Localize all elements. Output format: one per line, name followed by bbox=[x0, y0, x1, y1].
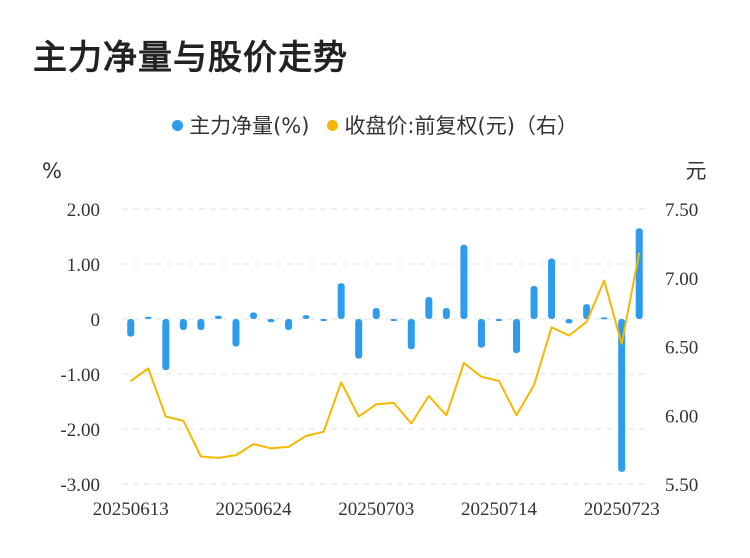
bar bbox=[442, 308, 450, 319]
price-point bbox=[340, 381, 342, 384]
bar bbox=[162, 319, 170, 371]
bar bbox=[302, 315, 310, 319]
line-series bbox=[129, 252, 641, 459]
price-point bbox=[428, 395, 430, 397]
bar bbox=[600, 317, 608, 320]
price-line bbox=[130, 252, 641, 459]
legend-item-close-price[interactable]: 收盘价:前复权(元)（右） bbox=[327, 110, 578, 140]
bar-series bbox=[127, 228, 643, 472]
price-point bbox=[620, 342, 623, 345]
bar bbox=[337, 283, 345, 319]
bar bbox=[425, 297, 433, 319]
price-point bbox=[585, 320, 588, 323]
x-tick-label: 20250624 bbox=[216, 499, 293, 520]
bar bbox=[355, 319, 363, 359]
price-point bbox=[375, 403, 378, 406]
bar bbox=[127, 319, 135, 337]
left-tick-label: 1.00 bbox=[67, 255, 100, 276]
bar bbox=[250, 312, 257, 319]
legend-dot-net-volume bbox=[172, 119, 184, 131]
legend-dot-close-price bbox=[327, 119, 339, 131]
bar bbox=[513, 319, 520, 354]
price-point bbox=[463, 362, 465, 364]
x-axis-ticks: 20250613 20250624 20250703 20250714 20250723 bbox=[93, 499, 660, 520]
price-point bbox=[550, 326, 553, 329]
price-point bbox=[165, 415, 167, 418]
bar bbox=[320, 319, 328, 321]
x-tick-label: 20250714 bbox=[461, 499, 538, 520]
price-point bbox=[498, 380, 500, 382]
legend-item-net-volume[interactable]: 主力净量(%) bbox=[172, 110, 309, 140]
bar bbox=[197, 319, 205, 330]
gridlines bbox=[122, 208, 648, 485]
legend: 主力净量(%) 收盘价:前复权(元)（右） bbox=[0, 110, 750, 140]
bar bbox=[390, 319, 398, 321]
price-point bbox=[129, 380, 132, 382]
left-axis-ticks: 2.00 1.00 0 -1.00 -2.00 -3.00 bbox=[60, 200, 100, 496]
price-point bbox=[270, 447, 272, 450]
right-tick-label: 6.50 bbox=[665, 338, 698, 359]
bar bbox=[477, 319, 485, 348]
bar bbox=[267, 319, 275, 323]
bar bbox=[232, 319, 240, 347]
price-point bbox=[638, 252, 641, 254]
price-point bbox=[445, 414, 448, 417]
x-tick-label: 20250703 bbox=[338, 499, 414, 520]
bar bbox=[214, 315, 222, 319]
price-point bbox=[252, 443, 255, 445]
price-point bbox=[392, 402, 395, 404]
left-tick-label: 2.00 bbox=[67, 200, 100, 221]
price-point bbox=[480, 375, 483, 378]
right-axis-ticks: 7.50 7.00 6.50 6.00 5.50 bbox=[665, 200, 698, 496]
right-axis-unit: 元 bbox=[686, 159, 707, 183]
price-point bbox=[182, 419, 185, 422]
price-point bbox=[287, 446, 290, 448]
price-point bbox=[235, 454, 237, 456]
left-tick-label: -1.00 bbox=[60, 365, 100, 386]
price-point bbox=[217, 457, 220, 459]
chart-title: 主力净量与股价走势 bbox=[33, 38, 348, 78]
x-tick-label: 20250613 bbox=[93, 499, 169, 520]
bar bbox=[372, 308, 380, 319]
price-point bbox=[147, 367, 150, 370]
price-point bbox=[322, 430, 325, 433]
price-point bbox=[568, 334, 570, 337]
bar bbox=[144, 316, 152, 319]
x-tick-label: 20250723 bbox=[584, 499, 660, 520]
bar bbox=[460, 244, 468, 319]
price-point bbox=[410, 422, 413, 425]
legend-label-net-volume: 主力净量(%) bbox=[189, 114, 310, 138]
legend-label-close-price: 收盘价:前复权(元)（右） bbox=[344, 114, 578, 138]
right-tick-label: 7.00 bbox=[665, 269, 698, 290]
right-tick-label: 5.50 bbox=[665, 475, 698, 496]
right-tick-label: 7.50 bbox=[665, 200, 698, 221]
price-point bbox=[200, 455, 202, 458]
bar bbox=[495, 319, 503, 321]
price-point bbox=[515, 414, 518, 417]
price-point bbox=[357, 415, 360, 418]
bar bbox=[407, 319, 415, 350]
price-point bbox=[305, 435, 307, 437]
left-tick-label: -2.00 bbox=[60, 420, 100, 441]
right-tick-label: 6.00 bbox=[665, 406, 698, 427]
bar bbox=[618, 319, 626, 472]
bar bbox=[548, 258, 556, 319]
price-point bbox=[603, 279, 605, 282]
left-tick-label: 0 bbox=[91, 310, 101, 331]
left-tick-label: -3.00 bbox=[60, 475, 100, 496]
bar bbox=[635, 228, 643, 319]
left-axis-unit: % bbox=[42, 159, 62, 183]
bar bbox=[179, 319, 187, 330]
bar bbox=[530, 286, 538, 319]
bar bbox=[565, 319, 573, 324]
bar bbox=[285, 319, 293, 330]
price-point bbox=[533, 384, 535, 386]
